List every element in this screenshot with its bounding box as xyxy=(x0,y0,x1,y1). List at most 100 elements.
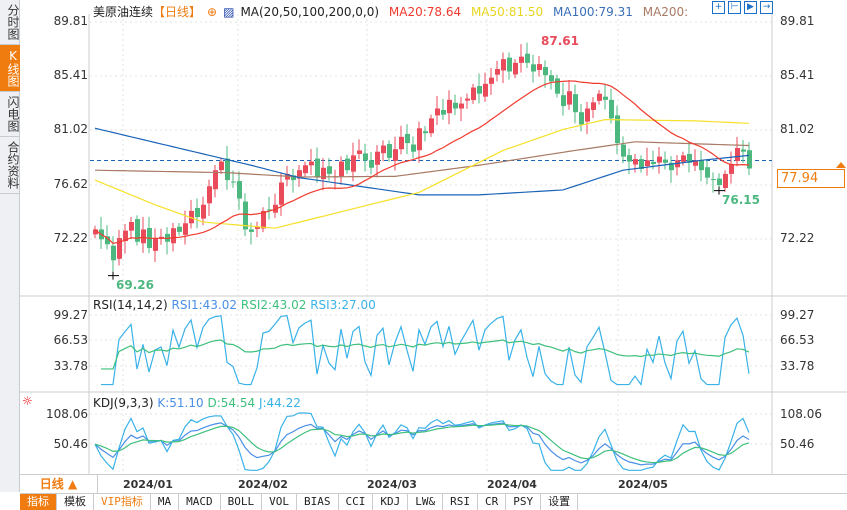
tab-contract-info[interactable]: 合约资料 xyxy=(0,137,20,194)
date-label: 2024/04 xyxy=(487,478,537,491)
period-tag: 【日线】 xyxy=(153,5,202,19)
tab-timeshare[interactable]: 分时图 xyxy=(0,0,20,45)
candle xyxy=(561,95,566,107)
tab-vol[interactable]: VOL xyxy=(262,494,297,510)
rsi-axis: 33.78 xyxy=(53,359,88,373)
candle xyxy=(663,159,668,163)
candle xyxy=(123,230,128,242)
candle xyxy=(435,108,440,116)
price-axis-right: 81.02 xyxy=(780,122,815,136)
candle xyxy=(345,158,350,171)
tab-cci[interactable]: CCI xyxy=(339,494,374,510)
tab-vip[interactable]: VIP指标 xyxy=(94,494,151,510)
price-axis-left: 72.22 xyxy=(53,231,88,245)
candle xyxy=(261,210,266,229)
tab-rsi[interactable]: RSI xyxy=(443,494,478,510)
tab-cr[interactable]: CR xyxy=(478,494,507,510)
candle xyxy=(321,167,326,180)
candle xyxy=(603,96,608,100)
rsi-axis-right: 66.53 xyxy=(780,333,815,347)
candle xyxy=(375,151,380,165)
candle xyxy=(483,83,488,97)
tab-boll[interactable]: BOLL xyxy=(221,494,263,510)
rsi1-value: RSI1:43.02 xyxy=(171,298,238,312)
candle xyxy=(549,75,554,82)
kdj-k-line xyxy=(94,422,750,466)
play-icon[interactable]: ▶ xyxy=(744,1,757,14)
price-axis-right: 85.41 xyxy=(780,68,815,82)
indicator-tabs: 指标 模板 VIP指标 MA MACD BOLL VOL BIAS CCI KD… xyxy=(20,493,847,510)
candle xyxy=(543,67,548,76)
rsi-legend: RSI(14,14,2) RSI1:43.02 RSI2:43.02 RSI3:… xyxy=(93,298,376,312)
candle xyxy=(255,226,260,229)
crosshair-tool-icon[interactable]: + xyxy=(712,1,725,14)
candle xyxy=(351,155,356,172)
candle xyxy=(741,149,746,152)
date-label: 2024/03 xyxy=(367,478,417,491)
j-value: J:44.22 xyxy=(258,396,301,410)
candle xyxy=(489,77,494,84)
candle xyxy=(723,173,728,188)
tab-templates[interactable]: 模板 xyxy=(57,494,94,510)
candle xyxy=(633,159,638,165)
settings-sun-icon[interactable]: ☼ xyxy=(22,394,33,408)
candle xyxy=(225,158,230,181)
tab-kline[interactable]: K线图 xyxy=(0,45,20,92)
candle xyxy=(429,118,434,134)
candle xyxy=(687,153,692,163)
kdj-axis: 50.46 xyxy=(53,437,88,451)
crosshair-icon[interactable]: ⊕ xyxy=(207,5,218,19)
candle xyxy=(555,78,560,94)
candle xyxy=(627,155,632,162)
recent-low-marker-icon xyxy=(714,186,725,195)
zoom-range-icon[interactable]: ⊢ xyxy=(728,1,741,14)
date-label: 2024/02 xyxy=(238,478,288,491)
rsi-axis: 99.27 xyxy=(53,308,88,322)
candle xyxy=(291,175,296,181)
high-annotation: 87.61 xyxy=(541,34,579,48)
candle xyxy=(297,170,302,179)
k-value: K:51.10 xyxy=(157,396,204,410)
candle xyxy=(567,91,572,105)
candle xyxy=(111,245,116,261)
candle xyxy=(189,210,194,224)
price-axis-left: 85.41 xyxy=(53,68,88,82)
price-axis-right: 72.22 xyxy=(780,231,815,245)
period-button[interactable]: 日线 ▲ xyxy=(20,475,98,493)
candle xyxy=(657,156,662,163)
rsi-name: RSI(14,14,2) xyxy=(93,298,168,312)
ma-indicator-icon[interactable]: ▨ xyxy=(223,5,235,19)
tab-indicators[interactable]: 指标 xyxy=(20,494,57,510)
candle xyxy=(507,57,512,72)
candle xyxy=(447,99,452,114)
candle xyxy=(477,86,482,94)
price-axis-right: 89.81 xyxy=(780,14,815,28)
kdj-axis-right: 108.06 xyxy=(780,407,822,421)
candle xyxy=(237,181,242,199)
date-axis: 日线 ▲ 2024/01 2024/02 2024/03 2024/04 202… xyxy=(20,474,847,493)
candle xyxy=(417,128,422,151)
candle xyxy=(591,102,596,110)
tab-macd[interactable]: MACD xyxy=(179,494,221,510)
date-label: 2024/01 xyxy=(123,478,173,491)
candle xyxy=(423,131,428,134)
tab-ma[interactable]: MA xyxy=(151,494,180,510)
tab-settings[interactable]: 设置 xyxy=(541,494,579,510)
price-axis-left: 81.02 xyxy=(53,122,88,136)
tab-lw[interactable]: LW& xyxy=(408,494,444,510)
candle xyxy=(129,222,134,231)
tab-kdj[interactable]: KDJ xyxy=(373,494,409,510)
ma-name[interactable]: MA(20,50,100,200,0,0) xyxy=(240,5,380,19)
candle xyxy=(105,236,110,245)
candle xyxy=(153,238,158,251)
jump-end-icon[interactable]: → xyxy=(760,1,773,14)
candle xyxy=(267,209,272,211)
recent-low-annotation: 76.15 xyxy=(722,193,760,207)
tab-flash[interactable]: 闪电图 xyxy=(0,92,20,137)
tab-psy[interactable]: PSY xyxy=(506,494,542,510)
candle xyxy=(537,64,542,71)
ma20-line xyxy=(94,80,750,244)
candle xyxy=(669,162,674,171)
tab-bias[interactable]: BIAS xyxy=(297,494,339,510)
